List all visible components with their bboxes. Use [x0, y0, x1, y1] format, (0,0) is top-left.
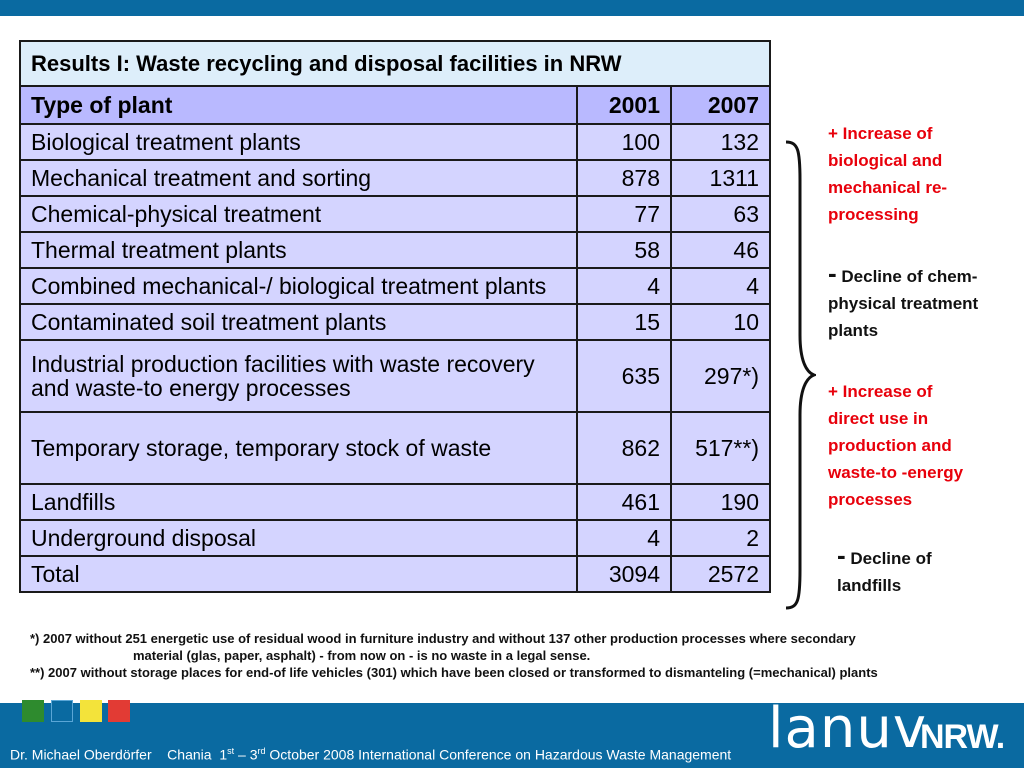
row-2007: 46	[670, 231, 771, 269]
note-text: Decline of	[845, 549, 932, 568]
row-2001: 15	[576, 303, 672, 341]
row-2007: 63	[670, 195, 771, 233]
logo-lanuv: lanuv	[768, 696, 927, 761]
footer-day1: 1	[219, 746, 228, 763]
row-label: Industrial production facilities with wa…	[19, 339, 578, 413]
table-header-row: Type of plant 2001 2007	[19, 85, 771, 125]
footnotes: *) 2007 without 251 energetic use of res…	[30, 630, 994, 681]
row-label: Chemical-physical treatment	[19, 195, 578, 233]
row-2001: 3094	[576, 555, 672, 593]
row-2001: 77	[576, 195, 672, 233]
header-2007: 2007	[670, 85, 771, 125]
table-row: Thermal treatment plants 58 46	[19, 231, 771, 269]
blue-square-icon	[51, 700, 73, 722]
table-title: Results I: Waste recycling and disposal …	[19, 40, 771, 87]
table-row: Biological treatment plants 100 132	[19, 123, 771, 161]
table-row: Industrial production facilities with wa…	[19, 339, 771, 413]
note-line: + Increase of	[828, 124, 933, 143]
row-2001: 4	[576, 267, 672, 305]
table-row: Chemical-physical treatment 77 63	[19, 195, 771, 233]
footer-text: Dr. Michael Oberdörfer Chania 1st – 3rd …	[10, 746, 731, 763]
footer-rest: October 2008 International Conference on…	[269, 746, 732, 763]
note-line: direct use in	[828, 409, 929, 428]
row-label-line: Industrial production facilities with wa…	[31, 351, 535, 377]
row-label: Contaminated soil treatment plants	[19, 303, 578, 341]
table-row: Underground disposal 4 2	[19, 519, 771, 557]
row-label: Mechanical treatment and sorting	[19, 159, 578, 197]
table-title-row: Results I: Waste recycling and disposal …	[19, 40, 771, 87]
row-2007: 2572	[670, 555, 771, 593]
footer-day2: 3	[249, 746, 258, 763]
note-line: waste-to -energy	[828, 463, 964, 482]
footnote-1-cont: material (glas, paper, asphalt) - from n…	[133, 648, 591, 663]
note-text: Decline of chem-	[836, 267, 978, 286]
note-line: + Increase of	[828, 382, 933, 401]
row-label: Combined mechanical-/ biological treatme…	[19, 267, 578, 305]
row-label: Temporary storage, temporary stock of wa…	[19, 411, 578, 485]
row-2001: 100	[576, 123, 672, 161]
row-2007: 1311	[670, 159, 771, 197]
row-label: Underground disposal	[19, 519, 578, 557]
table-row: Contaminated soil treatment plants 15 10	[19, 303, 771, 341]
minus-sign: -	[828, 258, 837, 288]
row-2007: 10	[670, 303, 771, 341]
note-line: plants	[828, 321, 879, 340]
table-row: Temporary storage, temporary stock of wa…	[19, 411, 771, 485]
header-type: Type of plant	[19, 85, 578, 125]
footer-day1-sup: st	[227, 746, 235, 756]
footer-place: Chania	[167, 746, 212, 763]
footnote-2: **) 2007 without storage places for end-…	[30, 665, 878, 680]
note-decline-landfills: - Decline of landfills	[837, 542, 932, 599]
note-decline-chem-phys: - Decline of chem- physical treatment pl…	[828, 260, 978, 344]
minus-sign: -	[837, 540, 846, 570]
logo-nrw: NRW.	[920, 718, 1005, 756]
header-2001: 2001	[576, 85, 672, 125]
note-line: biological and	[828, 151, 943, 170]
footer-day2-sup: rd	[257, 746, 266, 756]
footer-author: Dr. Michael Oberdörfer	[10, 746, 152, 763]
row-2007: 2	[670, 519, 771, 557]
green-square-icon	[22, 700, 44, 722]
note-line: physical treatment	[828, 294, 979, 313]
row-2001: 862	[576, 411, 672, 485]
row-2007: 517**)	[670, 411, 771, 485]
row-2001: 878	[576, 159, 672, 197]
table-row-total: Total 3094 2572	[19, 555, 771, 593]
table-row: Mechanical treatment and sorting 878 131…	[19, 159, 771, 197]
note-line: landfills	[837, 576, 902, 595]
curly-brace-icon	[785, 140, 816, 610]
row-label-line: and waste-to energy processes	[31, 375, 351, 401]
note-line: - Decline of chem-	[828, 260, 978, 290]
footnote-1: *) 2007 without 251 energetic use of res…	[30, 631, 856, 646]
table-row: Landfills 461 190	[19, 483, 771, 521]
row-2001: 635	[576, 339, 672, 413]
table-row: Combined mechanical-/ biological treatme…	[19, 267, 771, 305]
row-2001: 461	[576, 483, 672, 521]
red-square-icon	[108, 700, 130, 722]
row-2007: 4	[670, 267, 771, 305]
note-line: processes	[828, 490, 913, 509]
footer-dash: –	[238, 746, 246, 763]
note-line: production and	[828, 436, 952, 455]
row-label: Total	[19, 555, 578, 593]
row-2001: 58	[576, 231, 672, 269]
note-increase-direct-use: + Increase of direct use in production a…	[828, 378, 963, 513]
note-line: processing	[828, 205, 919, 224]
bottom-bar	[0, 703, 1024, 768]
row-label: Thermal treatment plants	[19, 231, 578, 269]
top-bar	[0, 0, 1024, 16]
row-2007: 132	[670, 123, 771, 161]
row-2007: 190	[670, 483, 771, 521]
row-2001: 4	[576, 519, 672, 557]
note-line: - Decline of	[837, 542, 932, 572]
row-2007: 297*)	[670, 339, 771, 413]
note-increase-bio-mech: + Increase of biological and mechanical …	[828, 120, 947, 228]
results-table: Results I: Waste recycling and disposal …	[19, 40, 771, 593]
row-label: Landfills	[19, 483, 578, 521]
yellow-square-icon	[80, 700, 102, 722]
row-label: Biological treatment plants	[19, 123, 578, 161]
note-line: mechanical re-	[828, 178, 948, 197]
